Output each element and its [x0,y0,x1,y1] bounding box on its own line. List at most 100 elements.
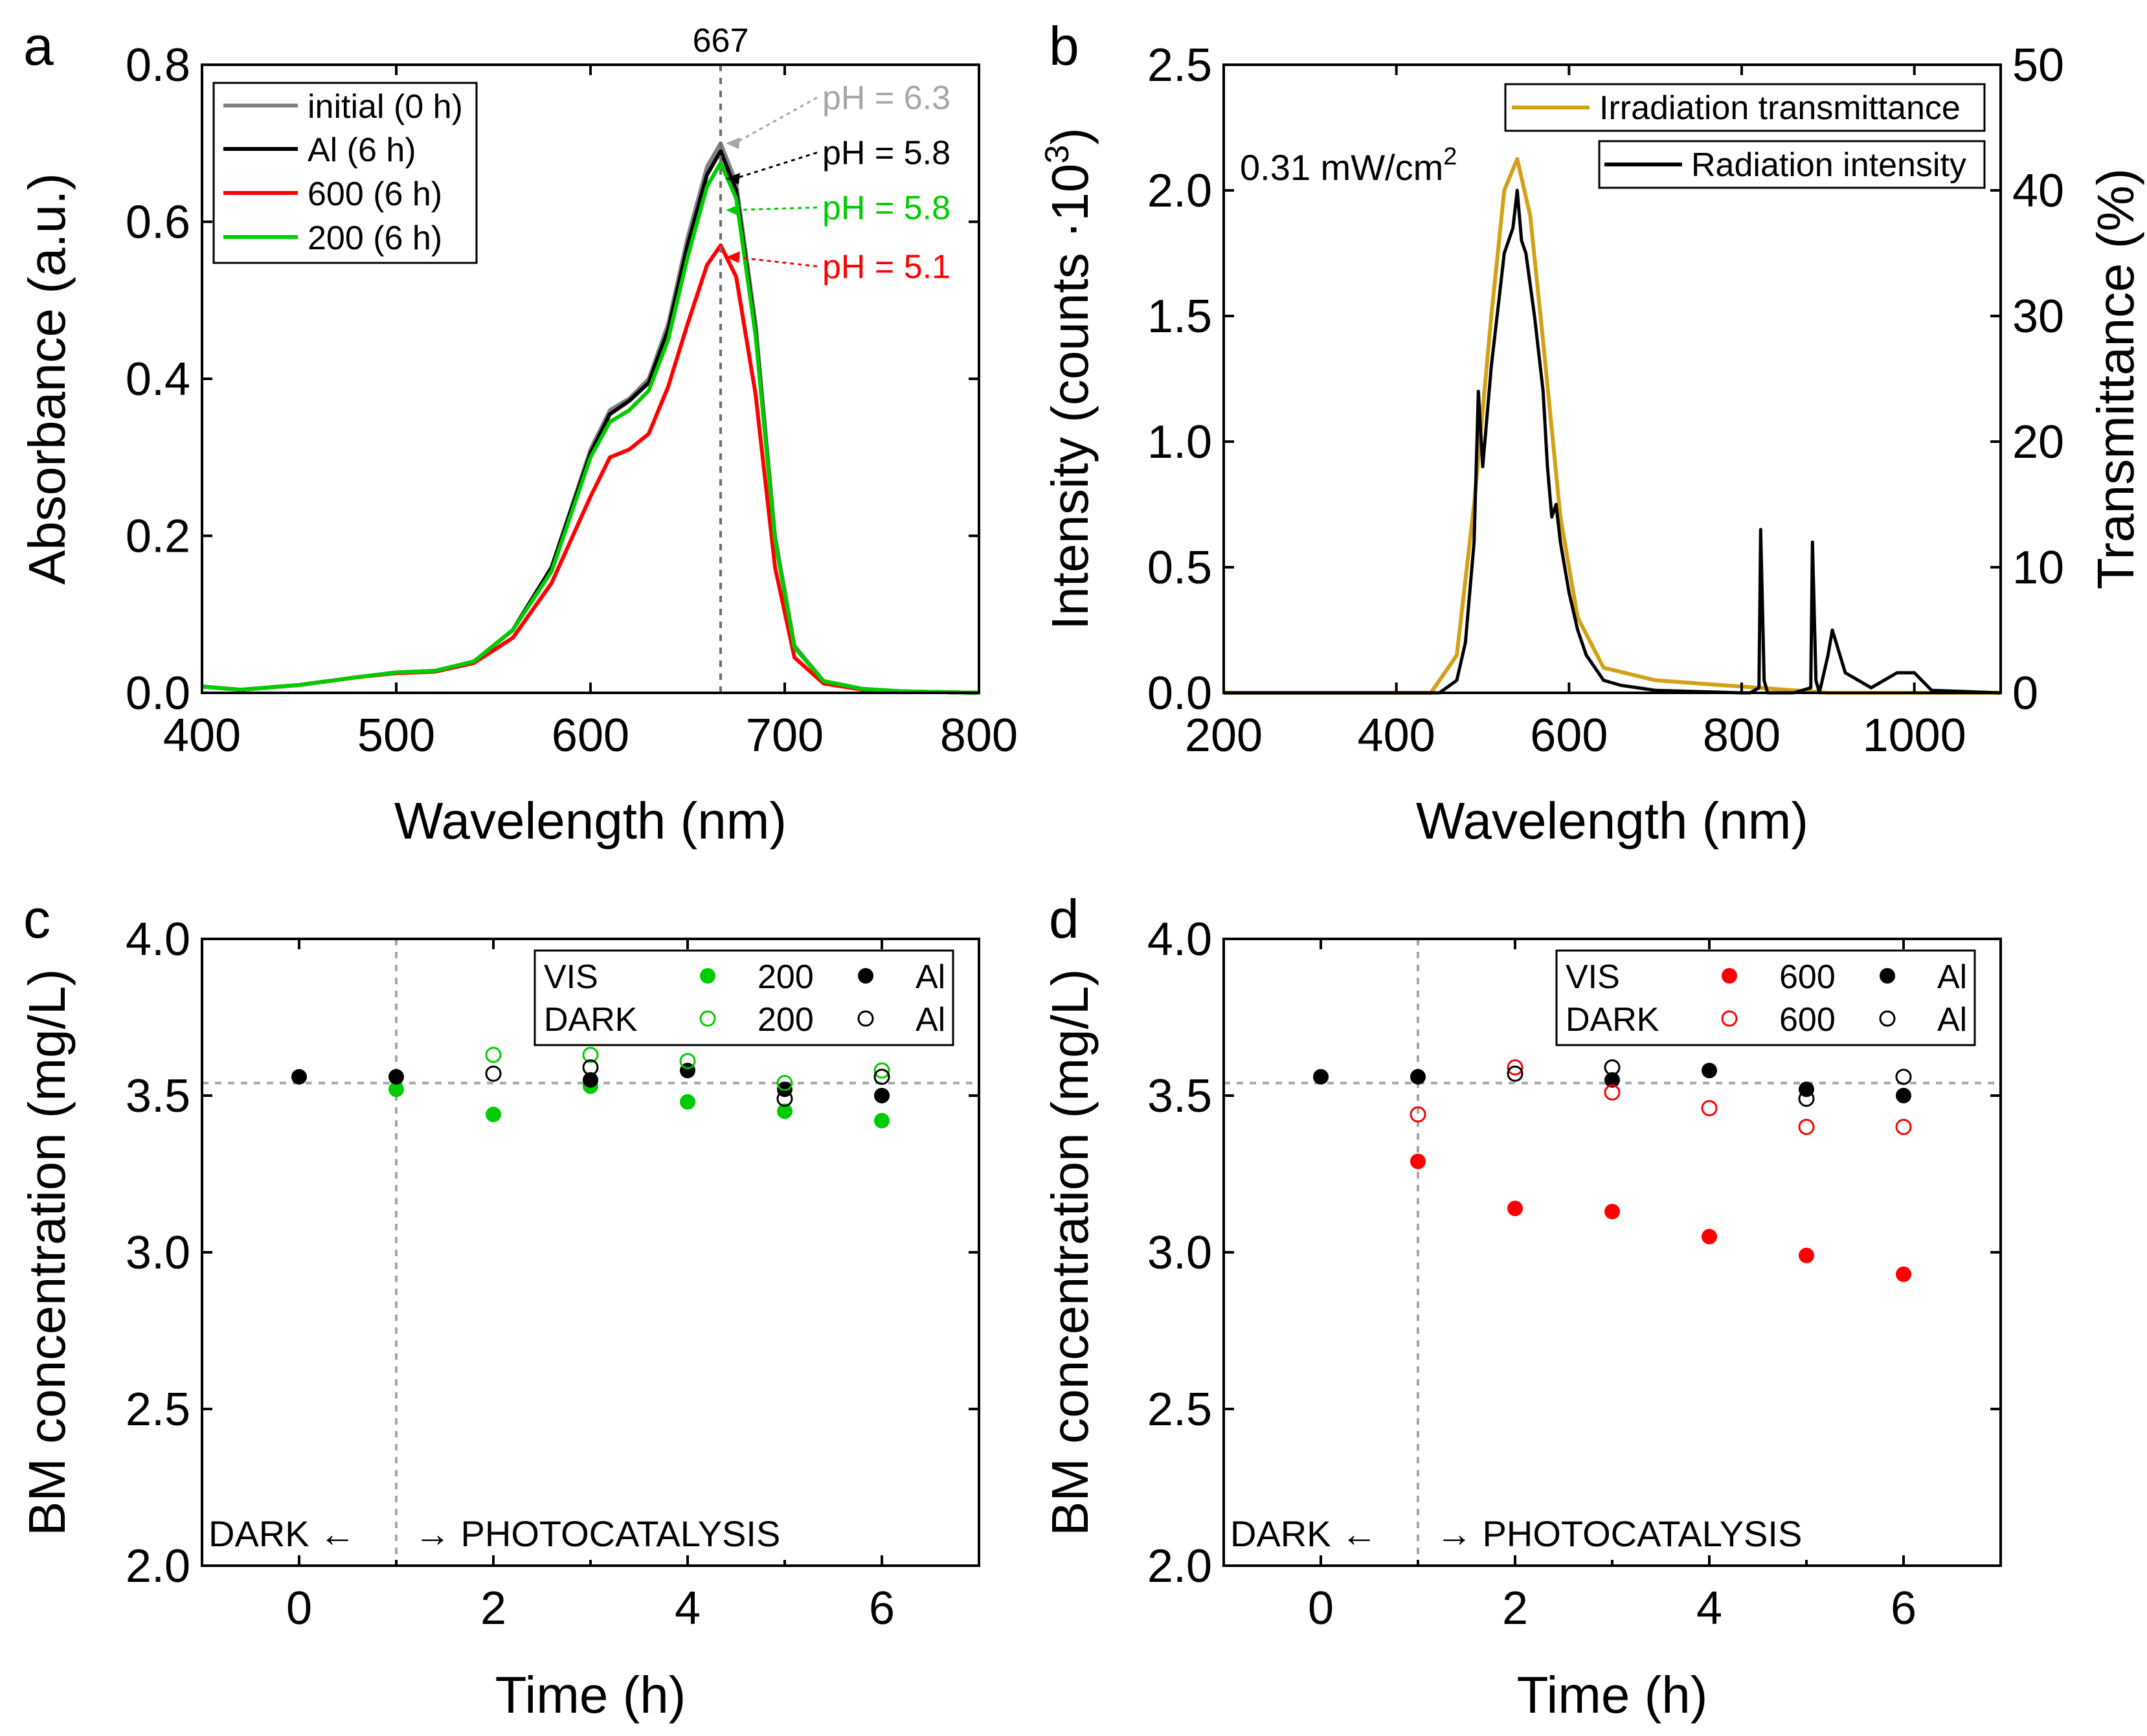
panel-a-ytick-label-2: 0.4 [126,354,190,405]
panel-d-points [1313,1059,1912,1282]
panel-d-point-3-1 [1604,1059,1621,1076]
panel-c-point-0-4 [777,1103,792,1120]
panel-d-point-0-1 [1507,1201,1523,1217]
panel-c-y-axis-label: BM concentration (mg/L) [18,969,76,1536]
legend-label-radiation-intensity: Radiation intensity [1691,146,1966,184]
panel-d-point-2-2 [1604,1084,1621,1101]
legend-label-600: 600 (6 h) [308,175,442,213]
legend-c-row2-marker-a [699,1010,716,1027]
panel-c-point-0-3 [680,1094,695,1110]
panel-a-annotation-arrowhead-2 [726,204,740,216]
panel-d-point-0-2 [1604,1204,1620,1220]
panel-c-x-axis-label: Time (h) [495,1666,686,1724]
panel-b-xtick-label-3: 800 [1703,710,1781,761]
panel-c-ytick-label-2: 3.0 [126,1227,190,1279]
panel-b-y-axis-label-text: Intensity (counts ·10 [1041,164,1099,630]
panel-c-point-3-1 [582,1059,599,1076]
legend-d-row2-mode: DARK [1566,1001,1659,1039]
panel-c-point-0-5 [874,1112,890,1129]
panel-b-series-1 [1224,188,2001,695]
panel-c-point-1-1 [388,1068,404,1085]
panel-a-annotation-label-0: pH = 6.3 [822,80,950,117]
panel-c-point-2-3 [776,1075,793,1092]
panel-a-annotation-label-1: pH = 5.8 [822,135,950,172]
panel-b-letter: b [1049,16,1079,76]
legend-label-initial: initial (0 h) [308,88,463,126]
panel-b-y-axis-label-superscript: 3 [1039,145,1076,164]
panel-c-point-0-1 [486,1107,501,1123]
panel-b-xtick-label-4: 1000 [1863,710,1966,761]
panel-c-legend: VIS 200 Al DARK 200 Al [534,949,954,1046]
panel-d-letter: d [1049,888,1079,949]
legend-d-row1-marker-a [1722,968,1737,984]
panel-b-y2tick-label-4: 40 [2012,165,2064,217]
panel-a-absorbance-chart: a 667 pH = 6.3 pH = 5.8 pH = 5.8 pH = 5.1 4… [18,16,1018,850]
panel-a-letter: a [23,16,54,76]
panel-b-legend: Irradiation transmittance Radiation inte… [1504,83,1986,189]
panel-a-series-3 [201,161,980,695]
panel-d-point-2-0 [1410,1106,1426,1123]
panel-a-xtick-label-0: 400 [163,710,241,761]
legend-c-row1-label-a: 200 [758,958,814,996]
legend-d-row2-marker-a [1721,1010,1738,1027]
panel-d-point-1-3 [1702,1063,1717,1079]
panel-d-point-0-0 [1410,1153,1426,1169]
panel-d-ytick-label-3: 3.5 [1147,1070,1212,1122]
panel-a-xtick-label-4: 800 [940,710,1018,761]
panel-a-ytick-label-1: 0.2 [126,511,190,563]
legend-d-row1-mode: VIS [1566,958,1620,996]
panel-c-ytick-label-3: 3.5 [126,1070,190,1122]
panel-b-x-axis-label: Wavelength (nm) [1416,792,1808,850]
panel-c-point-2-1 [582,1046,599,1063]
panel-a-annotation-arrow-2 [734,206,818,211]
panel-b-plot-frame [1222,63,2002,694]
power-note-superscript: 2 [1443,143,1457,170]
panel-a-legend-box [212,82,478,264]
panel-d-concentration-chart: d 0 2 4 6 2.0 2.5 3.0 3.5 4.0 Time (h) BM concen… [1041,888,2002,1724]
panel-a-ph-annotations: pH = 6.3 pH = 5.8 pH = 5.8 pH = 5.1 [726,80,950,286]
panel-d-xtick-label-1: 2 [1502,1583,1528,1634]
panel-d-point-1-2 [1604,1072,1620,1088]
legend-c-row1-label-b: Al [916,958,945,996]
panel-b-ticks: 200 400 600 800 1000 0.0 0.5 1.0 1.5 2.0 2.5 0 10 20 3… [1147,39,2064,761]
panel-b-ytick-label-0: 0.0 [1147,668,1212,719]
panel-d-point-0-5 [1896,1266,1911,1282]
panel-a-ticks: 400 500 600 700 800 0.0 0.2 0.4 0.6 0.8 [126,39,1018,761]
panel-d-ytick-label-1: 2.5 [1147,1384,1212,1436]
panel-a-annotation-label-3: pH = 5.1 [822,248,950,286]
panel-b-curves [1224,157,2001,695]
legend-c-row2-mode: DARK [544,1001,638,1039]
panel-a-xtick-label-2: 600 [552,710,629,761]
legend-label-irradiation-transmittance: Irradiation transmittance [1599,89,1961,127]
panel-b-y-axis-label: Intensity (counts ·103) [1039,128,1099,630]
panel-d-point-2-3 [1701,1099,1718,1116]
panel-a-xtick-label-3: 700 [746,710,824,761]
panel-d-point-1-5 [1896,1088,1911,1103]
panel-a-annotation-arrowhead-1 [726,172,740,185]
panel-a-xtick-label-1: 500 [357,710,435,761]
panel-a-ytick-label-0: 0.0 [126,668,190,719]
panel-b-y2tick-label-5: 50 [2012,39,2064,91]
panel-a-annotation-arrowhead-3 [726,251,740,264]
panel-c-ytick-label-0: 2.0 [126,1540,190,1592]
legend-d-row2-marker-b [1879,1010,1896,1027]
legend-c-row2-label-a: 200 [758,1001,814,1039]
panel-c-point-1-0 [291,1068,307,1085]
panel-b-power-note: 0.31 mW/cm2 [1240,143,1457,188]
panel-d-legend-box [1555,949,1976,1046]
panel-c-point-3-3 [873,1068,890,1085]
legend-label-al: Al (6 h) [308,131,416,169]
panel-d-point-2-4 [1798,1118,1815,1135]
panel-d-y-axis-label: BM concentration (mg/L) [1041,969,1099,1536]
panel-b-y2tick-label-1: 10 [2012,542,2064,594]
panel-c-points [291,1046,890,1129]
legend-d-row1-label-a: 600 [1779,958,1836,996]
panel-d-point-3-0 [1507,1065,1523,1082]
panel-b-ytick-label-5: 2.5 [1147,39,1212,91]
panel-a-annotation-arrow-1 [734,152,818,180]
panel-b-y-axis-label-close: ) [1041,128,1099,145]
legend-label-200: 200 (6 h) [308,220,442,257]
legend-c-row1-marker-b [858,968,873,984]
panel-c-xtick-label-1: 2 [480,1583,506,1634]
panel-c-legend-box [534,949,954,1046]
